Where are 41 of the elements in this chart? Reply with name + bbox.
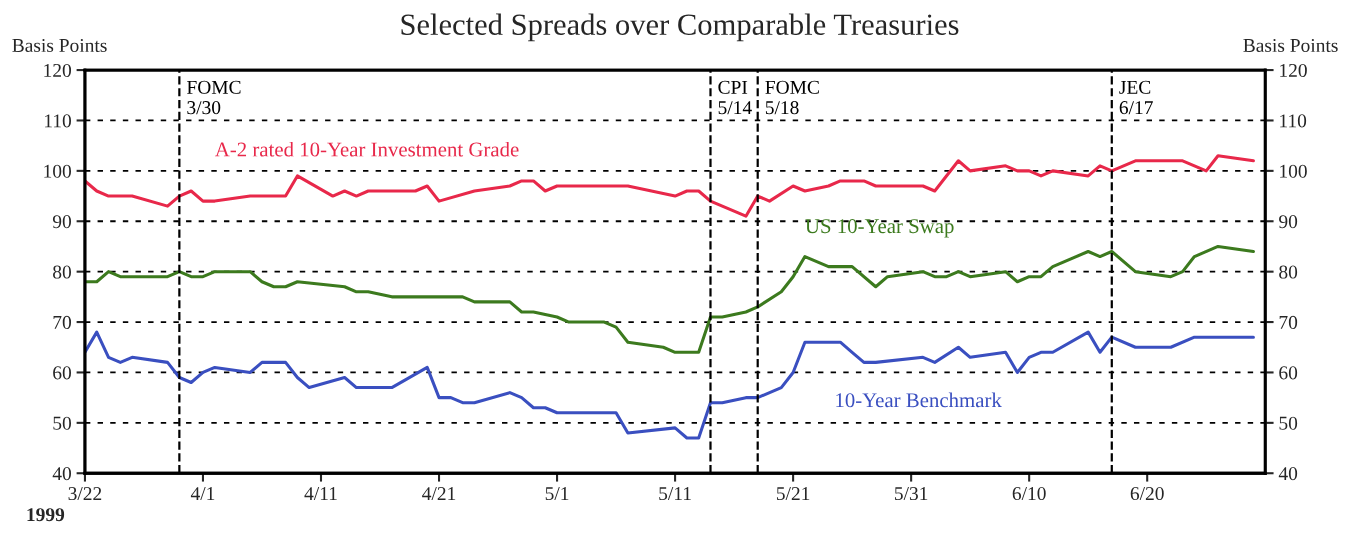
y2-tick-label: 50 <box>1279 416 1298 430</box>
y2-tick-label: 60 <box>1279 366 1298 380</box>
x-tick-label: 6/20 <box>1130 487 1164 501</box>
y2-tick-label: 70 <box>1279 315 1298 329</box>
series-label: US 10-Year Swap <box>805 219 954 238</box>
y-axis-title: Basis Points <box>12 38 107 53</box>
ref-line-label: JEC 6/17 <box>1119 80 1153 115</box>
y-tick-label: 70 <box>53 315 71 329</box>
x-tick-label: 4/1 <box>190 487 215 501</box>
y2-tick-label: 90 <box>1279 215 1298 229</box>
x-tick-label: 5/1 <box>545 487 569 501</box>
y2-tick-label: 100 <box>1280 164 1307 178</box>
y2-tick-label: 110 <box>1280 114 1307 128</box>
ref-line-label: FOMC 3/30 <box>187 80 241 115</box>
y-tick-label: 60 <box>53 366 71 380</box>
ref-line-label: CPI 5/14 <box>718 80 752 115</box>
x-tick-label: 6/10 <box>1012 487 1046 501</box>
y2-axis-title: Basis Points <box>1243 38 1338 53</box>
y-tick-label: 80 <box>53 265 71 279</box>
series-label: A-2 rated 10-Year Investment Grade <box>214 141 519 157</box>
x-tick-label: 5/11 <box>659 487 691 501</box>
series-label: 10-Year Benchmark <box>836 392 1002 408</box>
x-tick-label: 3/22 <box>68 487 102 501</box>
line-series <box>84 330 1255 440</box>
y2-tick-label: 80 <box>1279 265 1298 279</box>
y-tick-label: 110 <box>45 114 71 128</box>
y-tick-label: 100 <box>44 164 71 178</box>
y-tick-label: 40 <box>52 467 71 481</box>
line-series <box>84 244 1255 354</box>
x-tick-label: 4/21 <box>422 487 456 501</box>
ref-line-label: FOMC 5/18 <box>765 80 819 115</box>
x-tick-label: 4/11 <box>304 487 337 501</box>
x-tick-label: 5/31 <box>894 487 928 501</box>
text: 1999 <box>27 508 65 522</box>
y-tick-label: 50 <box>53 416 71 430</box>
y-tick-label: 90 <box>52 215 71 229</box>
x-tick-label: 5/21 <box>776 487 810 501</box>
y2-tick-label: 120 <box>1280 63 1307 78</box>
y-tick-label: 120 <box>44 63 71 78</box>
y2-tick-label: 40 <box>1278 467 1298 481</box>
chart-title: Selected Spreads over Comparable Treasuries <box>401 13 959 42</box>
